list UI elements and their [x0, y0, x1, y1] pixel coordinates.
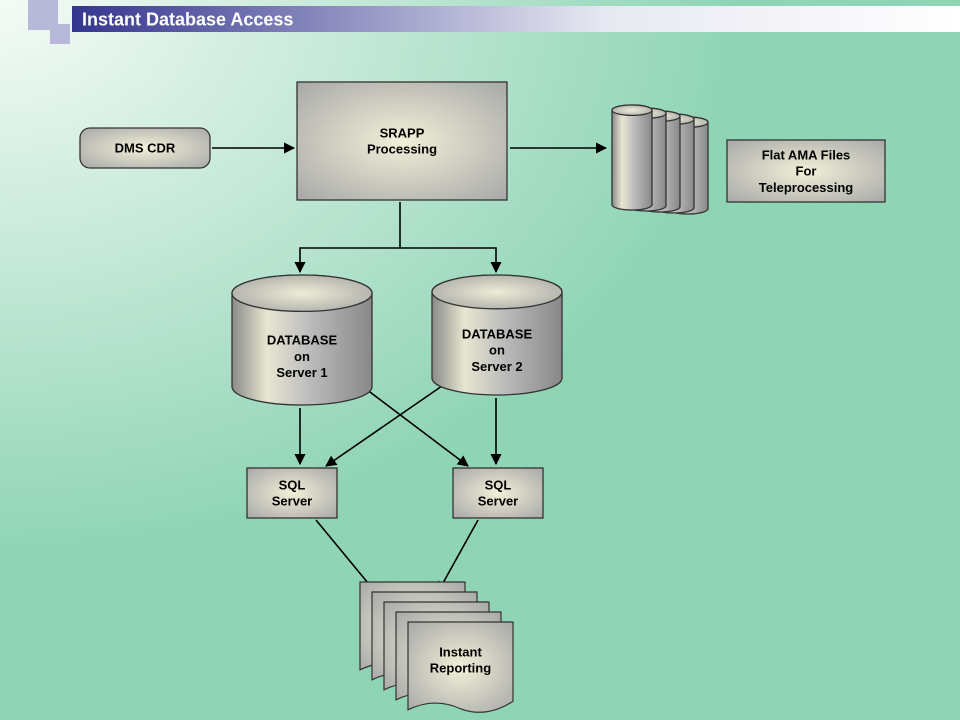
diagram-svg: Instant Database Access DMS CDR SRAPPProce… [0, 0, 960, 720]
node-dms-cdr: DMS CDR [80, 128, 210, 168]
node-sql-server-2: SQLServer [453, 468, 543, 518]
svg-text:DMS CDR: DMS CDR [115, 141, 176, 156]
node-srapp: SRAPPProcessing [297, 82, 507, 200]
node-database-2: DATABASEonServer 2 [432, 275, 562, 395]
diagram-canvas: Instant Database Access DMS CDR SRAPPProce… [0, 0, 960, 720]
svg-text:Instant Database Access: Instant Database Access [82, 9, 293, 29]
node-sql-server-1: SQLServer [247, 468, 337, 518]
node-database-1: DATABASEonServer 1 [232, 275, 372, 405]
node-ama-files: Flat AMA FilesForTeleprocessing [727, 140, 885, 202]
ama-cylinder [612, 105, 652, 210]
